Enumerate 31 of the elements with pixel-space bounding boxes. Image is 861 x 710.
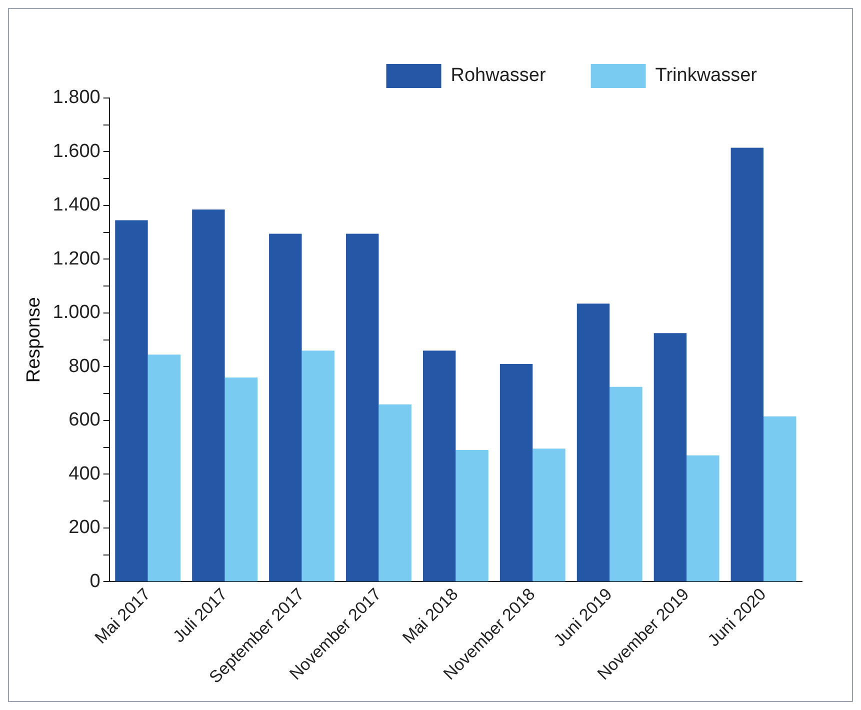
- bar: [500, 364, 533, 582]
- y-tick-label: 0: [90, 570, 100, 592]
- bar: [456, 450, 488, 582]
- bar: [686, 455, 720, 582]
- y-tick-label: 600: [68, 410, 100, 431]
- bar: [346, 234, 379, 582]
- bar: [269, 234, 302, 582]
- bar: [302, 350, 334, 582]
- bar: [764, 416, 796, 582]
- bar: [148, 354, 181, 582]
- bar: [576, 304, 610, 582]
- bar: [192, 210, 225, 582]
- bar: [532, 448, 566, 582]
- legend-label: Rohwasser: [450, 65, 546, 86]
- y-tick-label: 1.600: [52, 140, 100, 162]
- y-tick-label: 1.400: [52, 194, 100, 216]
- y-tick-label: 1.000: [52, 302, 100, 324]
- y-tick-label: 400: [68, 463, 100, 484]
- bar: [115, 220, 148, 582]
- y-tick-label: 800: [68, 356, 100, 377]
- y-tick-label: 1.200: [52, 248, 100, 270]
- bar: [224, 377, 258, 582]
- bar: [730, 148, 764, 582]
- bar: [378, 404, 412, 582]
- bar: [610, 386, 642, 582]
- y-tick-label: 1.800: [52, 87, 100, 108]
- y-axis-title: Response: [24, 297, 45, 383]
- bar: [654, 333, 687, 582]
- y-tick-label: 200: [68, 517, 100, 538]
- legend-label: Trinkwasser: [655, 65, 758, 86]
- bar: [422, 350, 456, 582]
